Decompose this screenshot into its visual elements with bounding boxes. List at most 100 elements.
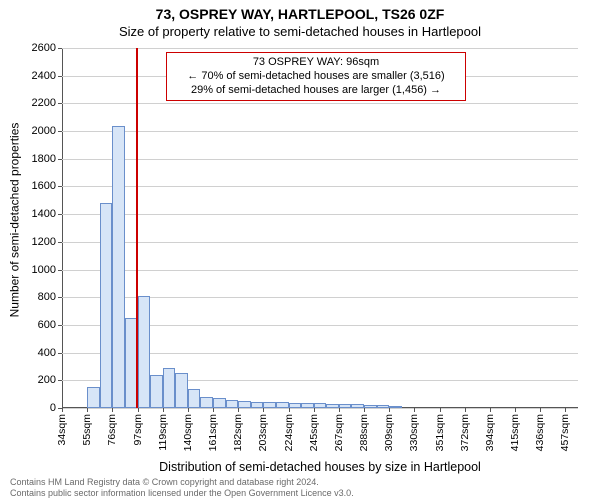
x-tick-mark (440, 408, 441, 412)
histogram-bar (175, 373, 188, 408)
y-tick-mark (58, 76, 62, 77)
y-tick-mark (58, 103, 62, 104)
x-tick-mark (364, 408, 365, 412)
x-tick-mark (515, 408, 516, 412)
x-tick-label: 457sqm (559, 414, 571, 451)
y-tick-mark (58, 353, 62, 354)
y-tick-mark (58, 325, 62, 326)
histogram-bar (364, 405, 377, 408)
x-tick-mark (87, 408, 88, 412)
histogram-bar (200, 397, 213, 408)
histogram-bar (263, 402, 276, 408)
histogram-bar (188, 389, 201, 408)
histogram-bar (251, 402, 264, 408)
y-tick-label: 2200 (32, 97, 56, 109)
y-tick-mark (58, 131, 62, 132)
x-tick-label: 182sqm (232, 414, 244, 451)
gridline (62, 159, 578, 160)
y-tick-label: 1800 (32, 153, 56, 165)
x-tick-label: 161sqm (207, 414, 219, 451)
y-tick-label: 200 (38, 374, 56, 386)
y-tick-mark (58, 297, 62, 298)
x-tick-mark (339, 408, 340, 412)
histogram-bar (112, 126, 125, 408)
page-title: 73, OSPREY WAY, HARTLEPOOL, TS26 0ZF (0, 6, 600, 22)
x-tick-mark (289, 408, 290, 412)
footer-line1: Contains HM Land Registry data © Crown c… (10, 477, 354, 487)
x-tick-mark (540, 408, 541, 412)
annotation-line1: 73 OSPREY WAY: 96sqm (173, 56, 459, 70)
histogram-bar (213, 398, 226, 408)
x-tick-label: 55sqm (81, 414, 93, 446)
x-tick-label: 224sqm (283, 414, 295, 451)
histogram-bar (150, 375, 163, 408)
x-tick-label: 288sqm (358, 414, 370, 451)
x-tick-mark (213, 408, 214, 412)
annotation-line3: 29% of semi-detached houses are larger (… (173, 84, 459, 98)
y-tick-mark (58, 159, 62, 160)
histogram-bar (226, 400, 239, 408)
y-tick-mark (58, 186, 62, 187)
y-tick-mark (58, 380, 62, 381)
y-tick-label: 2000 (32, 125, 56, 137)
histogram-bar (314, 403, 327, 408)
x-tick-mark (490, 408, 491, 412)
y-tick-mark (58, 242, 62, 243)
histogram-bar (339, 404, 352, 408)
x-tick-label: 394sqm (484, 414, 496, 451)
x-tick-label: 245sqm (308, 414, 320, 451)
x-tick-label: 140sqm (182, 414, 194, 451)
x-tick-label: 267sqm (333, 414, 345, 451)
histogram-bar (326, 404, 339, 408)
x-tick-mark (565, 408, 566, 412)
histogram-bar (87, 387, 100, 408)
x-tick-mark (163, 408, 164, 412)
x-tick-label: 97sqm (132, 414, 144, 446)
x-tick-label: 436sqm (534, 414, 546, 451)
x-tick-mark (465, 408, 466, 412)
x-tick-label: 34sqm (56, 414, 68, 446)
x-tick-label: 309sqm (383, 414, 395, 451)
y-tick-label: 1400 (32, 208, 56, 220)
x-tick-mark (263, 408, 264, 412)
y-tick-mark (58, 270, 62, 271)
footer-line2: Contains public sector information licen… (10, 488, 354, 498)
histogram-bar (351, 404, 364, 408)
y-axis-label: Number of semi-detached properties (6, 0, 22, 440)
histogram-bar (138, 296, 151, 408)
x-tick-mark (62, 408, 63, 412)
x-tick-mark (389, 408, 390, 412)
annotation-line2: ← 70% of semi-detached houses are smalle… (173, 70, 459, 84)
gridline (62, 48, 578, 49)
gridline (62, 186, 578, 187)
y-tick-label: 400 (38, 347, 56, 359)
histogram-bar (238, 401, 251, 408)
x-tick-label: 351sqm (434, 414, 446, 451)
marker-line (136, 48, 138, 408)
gridline (62, 242, 578, 243)
histogram-bar (289, 403, 302, 408)
chart-root: 73, OSPREY WAY, HARTLEPOOL, TS26 0ZF Siz… (0, 0, 600, 500)
footer-attribution: Contains HM Land Registry data © Crown c… (10, 477, 354, 498)
x-axis-label: Distribution of semi-detached houses by … (62, 460, 578, 474)
x-tick-label: 330sqm (408, 414, 420, 451)
histogram-bar (301, 403, 314, 408)
x-tick-label: 119sqm (157, 414, 169, 451)
y-tick-label: 2600 (32, 42, 56, 54)
y-tick-label: 800 (38, 291, 56, 303)
x-tick-mark (112, 408, 113, 412)
gridline (62, 131, 578, 132)
y-tick-mark (58, 48, 62, 49)
x-tick-mark (238, 408, 239, 412)
marker-annotation: 73 OSPREY WAY: 96sqm ← 70% of semi-detac… (166, 52, 466, 101)
histogram-bar (163, 368, 176, 408)
plot-area: 0200400600800100012001400160018002000220… (62, 48, 578, 408)
x-tick-label: 76sqm (106, 414, 118, 446)
gridline (62, 270, 578, 271)
y-tick-label: 2400 (32, 70, 56, 82)
x-tick-mark (314, 408, 315, 412)
x-tick-label: 203sqm (257, 414, 269, 451)
y-axis-line (62, 48, 63, 408)
histogram-bar (100, 203, 113, 408)
y-tick-label: 600 (38, 319, 56, 331)
